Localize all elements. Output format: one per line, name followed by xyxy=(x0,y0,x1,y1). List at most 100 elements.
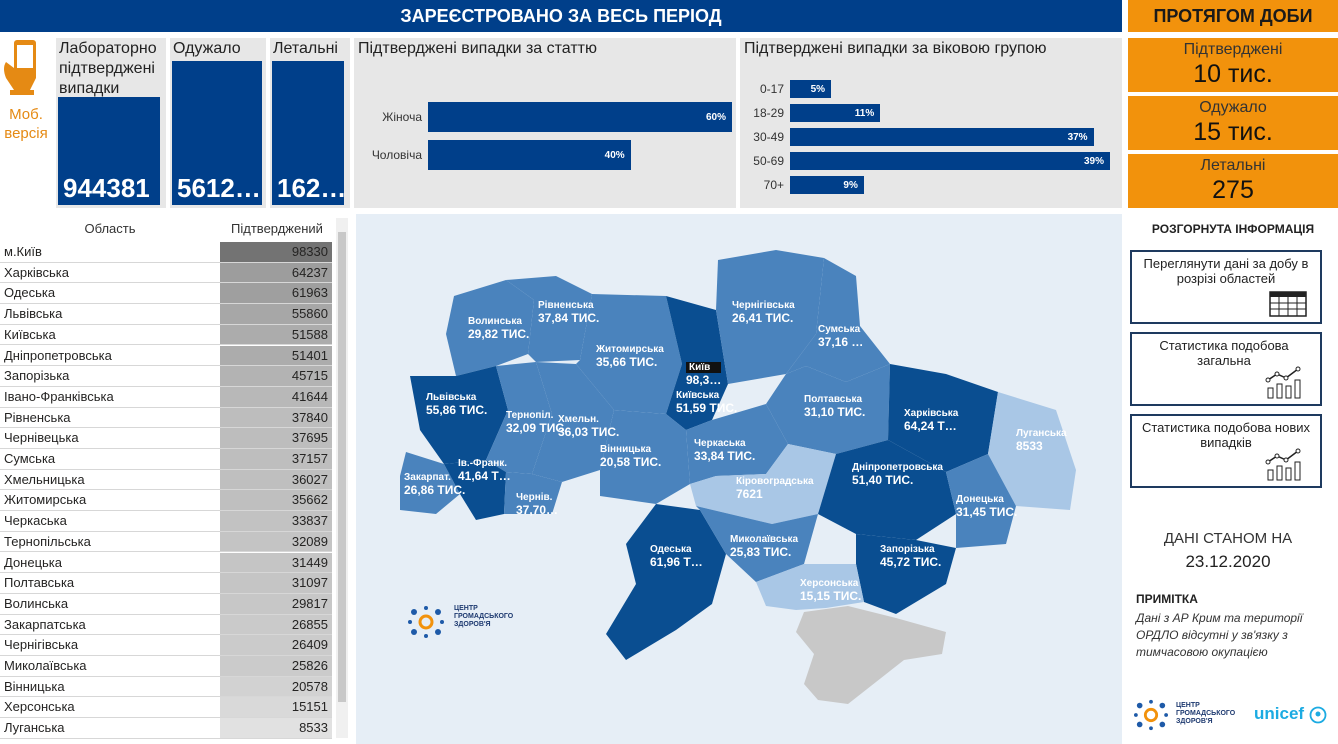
table-row[interactable]: Вінницька 20578 xyxy=(0,676,332,698)
map-region-value: 26,41 ТИС. xyxy=(732,311,794,325)
map-region-name: Житомирська xyxy=(596,344,664,355)
region-ivano-frankivsk[interactable] xyxy=(444,460,506,520)
region-donetsk[interactable] xyxy=(946,454,1016,548)
kpi-confirmed-label: Лабораторно підтверджені випадки xyxy=(59,40,157,97)
table-row[interactable]: Волинська 29817 xyxy=(0,593,332,615)
confirmed-value-cell: 31097 xyxy=(220,573,332,593)
table-row[interactable]: Харківська 64237 xyxy=(0,262,332,284)
region-zhytomyr[interactable] xyxy=(576,294,682,414)
table-row[interactable]: Одеська 61963 xyxy=(0,283,332,305)
region-kharkiv[interactable] xyxy=(888,364,998,472)
phc-logo-footer: ЦЕНТР ГРОМАДСЬКОГО ЗДОРОВ'Я xyxy=(1132,698,1235,737)
phc-logo-icon xyxy=(1134,699,1168,731)
table-row[interactable]: м.Київ 98330 xyxy=(0,242,332,263)
daily-total-stats-label: Статистика подобова загальна xyxy=(1159,338,1289,368)
confirmed-value-cell: 33837 xyxy=(220,511,332,531)
table-row[interactable]: Закарпатська 26855 xyxy=(0,614,332,636)
table-row[interactable]: Чернігівська 26409 xyxy=(0,635,332,656)
map-region-name: Донецька xyxy=(956,494,1004,505)
region-sumy[interactable] xyxy=(786,258,890,382)
scrollbar-thumb[interactable] xyxy=(338,232,346,702)
region-zaporizhzhia[interactable] xyxy=(856,534,956,614)
bar[interactable]: 9% xyxy=(790,176,864,194)
region-cherkasy[interactable] xyxy=(686,404,788,484)
table-row[interactable]: Дніпропетровська 51401 xyxy=(0,345,332,367)
map-region-value: 51,59 ТИС. xyxy=(676,401,738,415)
confirmed-value-cell: 36027 xyxy=(220,469,332,490)
date-label: ДАНІ СТАНОМ НА xyxy=(1163,530,1293,547)
day-banner: ПРОТЯГОМ ДОБИ xyxy=(1128,0,1338,32)
table-row[interactable]: Тернопільська 32089 xyxy=(0,531,332,553)
line-chart-icon xyxy=(1265,448,1301,481)
region-luhansk[interactable] xyxy=(988,392,1076,510)
map-region-name: Львівська xyxy=(426,392,477,403)
bar[interactable]: 11% xyxy=(790,104,881,122)
region-chernihiv[interactable] xyxy=(716,250,824,384)
unicef-globe-icon xyxy=(1309,706,1327,723)
table-row[interactable]: Хмельницька 36027 xyxy=(0,469,332,491)
daily-by-region-button[interactable]: Переглянути дані за добу в розрізі облас… xyxy=(1130,250,1322,324)
region-name-cell: Житомирська xyxy=(4,492,87,508)
bar-category-label: 50-69 xyxy=(753,154,784,168)
bar[interactable]: 40% xyxy=(428,140,631,170)
region-ternopil[interactable] xyxy=(486,362,552,474)
bar[interactable]: 60% xyxy=(428,102,732,132)
table-scrollbar[interactable] xyxy=(336,218,348,738)
region-vinnytsia[interactable] xyxy=(600,410,690,504)
region-kherson[interactable] xyxy=(756,564,864,610)
table-row[interactable]: Рівненська 37840 xyxy=(0,407,332,429)
table-row[interactable]: Івано-Франківська 41644 xyxy=(0,386,332,408)
region-odesa[interactable] xyxy=(606,504,726,660)
region-poltava[interactable] xyxy=(766,364,890,454)
ukraine-map: Волинська 29,82 ТИС. Рівненська 37,84 ТИС. Ж… xyxy=(356,214,1122,744)
region-chernivtsi[interactable] xyxy=(504,472,562,514)
table-row[interactable]: Львівська 55860 xyxy=(0,304,332,325)
map-region-name: Чернігівська xyxy=(732,300,795,311)
daily-new-cases-stats-button[interactable]: Статистика подобова нових випадків xyxy=(1130,414,1322,488)
bar[interactable]: 39% xyxy=(790,152,1110,170)
table-row[interactable]: Черкаська 33837 xyxy=(0,511,332,532)
map-region-name: Ів.-Франк. xyxy=(458,458,508,469)
region-name-cell: Чернігівська xyxy=(4,637,79,653)
region-khmelnytskyi[interactable] xyxy=(532,362,614,482)
table-row[interactable]: Київська 51588 xyxy=(0,324,332,346)
map-region-name: Миколаївська xyxy=(730,534,799,545)
region-kirovohrad[interactable] xyxy=(690,444,836,524)
table-row[interactable]: Херсонська 15151 xyxy=(0,697,332,719)
region-volyn[interactable] xyxy=(446,280,534,376)
region-name-cell: Волинська xyxy=(4,595,69,611)
map-region-value: 64,24 Т… xyxy=(904,419,957,433)
table-row[interactable]: Миколаївська 25826 xyxy=(0,656,332,677)
daily-total-stats-button[interactable]: Статистика подобова загальна xyxy=(1130,332,1322,406)
table-row[interactable]: Донецька 31449 xyxy=(0,552,332,574)
region-mykolaiv[interactable] xyxy=(696,506,818,582)
table-row[interactable]: Запорізька 45715 xyxy=(0,366,332,387)
table-row[interactable]: Житомирська 35662 xyxy=(0,490,332,512)
map-region-label: Черкаська 33,84 ТИС. xyxy=(694,438,755,463)
mobile-version-link[interactable]: Моб. версія xyxy=(0,38,52,208)
map-region-label: Харківська 64,24 Т… xyxy=(904,408,958,433)
age-chart: Підтверджені випадки за віковою групою 0… xyxy=(740,38,1122,208)
daily-recovered-value: 15 тис. xyxy=(1193,118,1273,146)
region-lviv[interactable] xyxy=(410,366,508,464)
col-confirmed-header[interactable]: Підтверджений xyxy=(231,221,323,236)
region-rivne[interactable] xyxy=(506,276,592,362)
region-dnipro[interactable] xyxy=(818,440,956,540)
map-region-label: Миколаївська 25,83 ТИС. xyxy=(730,534,798,559)
map-region-label: Полтавська 31,10 ТИС. xyxy=(804,394,865,419)
table-row[interactable]: Сумська 37157 xyxy=(0,449,332,470)
table-row[interactable]: Полтавська 31097 xyxy=(0,573,332,594)
bar[interactable]: 37% xyxy=(790,128,1094,146)
col-region-header[interactable]: Область xyxy=(84,221,136,236)
table-row[interactable]: Луганська 8533 xyxy=(0,718,332,739)
map-region-label: Закарпат. 26,86 ТИС. xyxy=(404,472,465,497)
kpi-confirmed-value: 944381 xyxy=(58,97,160,205)
region-zakarpattia[interactable] xyxy=(400,452,460,514)
map-region-value: 55,86 ТИС. xyxy=(426,403,488,417)
table-row[interactable]: Чернівецька 37695 xyxy=(0,428,332,449)
bar[interactable]: 5% xyxy=(790,80,832,98)
map-region-value: 98,3… xyxy=(686,373,722,387)
map-region-value: 7621 xyxy=(736,487,763,501)
confirmed-value-cell: 37840 xyxy=(220,407,332,428)
crimea-region xyxy=(796,606,946,704)
